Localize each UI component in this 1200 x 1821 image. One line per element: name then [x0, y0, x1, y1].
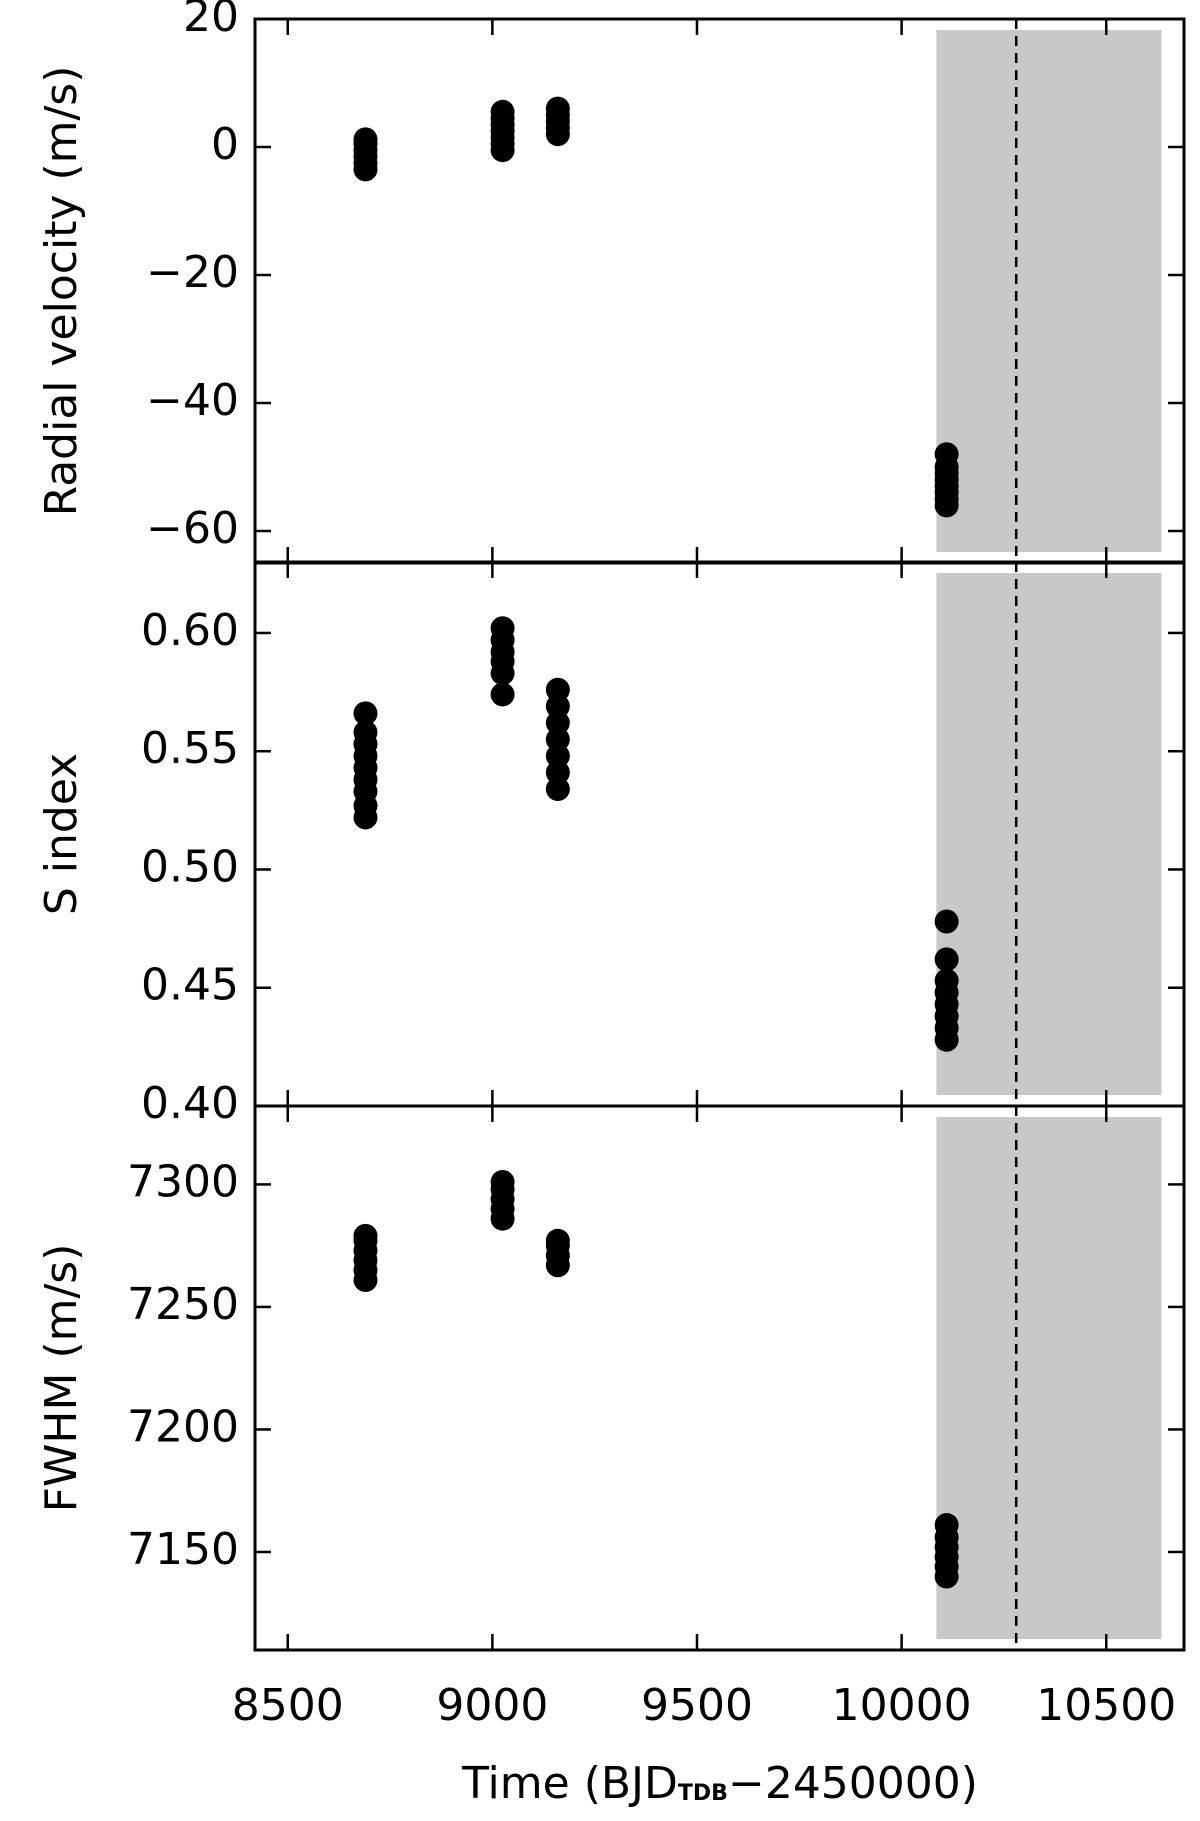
y-tick-label: 0.45: [141, 960, 239, 1011]
x-tick-label: 10000: [832, 1680, 972, 1731]
point: [545, 777, 570, 802]
y-tick-label: 7200: [127, 1401, 239, 1452]
x-tick-label: 8500: [232, 1680, 344, 1731]
point: [545, 694, 570, 719]
point: [545, 710, 570, 735]
x-axis-title: Time (BJDTDB−2450000): [461, 1758, 978, 1809]
y-tick-label: 7250: [127, 1279, 239, 1330]
point: [545, 1228, 570, 1253]
point: [545, 727, 570, 752]
x-title-tail: −2450000): [728, 1758, 978, 1809]
point: [353, 127, 378, 152]
point: [353, 720, 378, 745]
point: [934, 947, 959, 972]
point: [934, 442, 959, 467]
y-tick-label: 0.55: [141, 723, 239, 774]
y-tick-label: 7300: [127, 1156, 239, 1207]
y-tick-label: 20: [183, 0, 239, 42]
shaded-region: [936, 573, 1162, 1095]
point: [353, 1223, 378, 1248]
plot-frame: [253, 1104, 1186, 1652]
x-tick-label: 9500: [641, 1680, 753, 1731]
point: [934, 909, 959, 934]
point: [353, 701, 378, 726]
x-tick-label: 9000: [436, 1680, 548, 1731]
y-tick-label: 7150: [127, 1524, 239, 1575]
shaded-region: [936, 1117, 1162, 1639]
y-tick-label: 0.60: [141, 605, 239, 656]
y-tick-label: 0.50: [141, 841, 239, 892]
point: [545, 760, 570, 785]
point: [545, 677, 570, 702]
y-axis-title: FWHM (m/s): [36, 1244, 87, 1513]
point: [490, 1169, 515, 1194]
point: [934, 1513, 959, 1538]
point: [545, 96, 570, 121]
x-title-main: Time (BJD: [461, 1758, 678, 1809]
x-title-sub: TDB: [678, 1781, 728, 1806]
y-axis-title: Radial velocity (m/s): [36, 66, 87, 517]
point: [490, 99, 515, 124]
point: [490, 616, 515, 641]
shaded-region: [936, 30, 1162, 552]
y-tick-label: −60: [146, 503, 239, 554]
y-axis-title: S index: [36, 753, 87, 915]
y-tick-label: −40: [146, 375, 239, 426]
y-tick-label: 0: [211, 119, 239, 170]
y-tick-label: 0.40: [141, 1078, 239, 1129]
x-tick-label: 10500: [1036, 1680, 1176, 1731]
point: [490, 682, 515, 707]
point: [934, 968, 959, 993]
point: [545, 743, 570, 768]
y-tick-label: −20: [146, 247, 239, 298]
